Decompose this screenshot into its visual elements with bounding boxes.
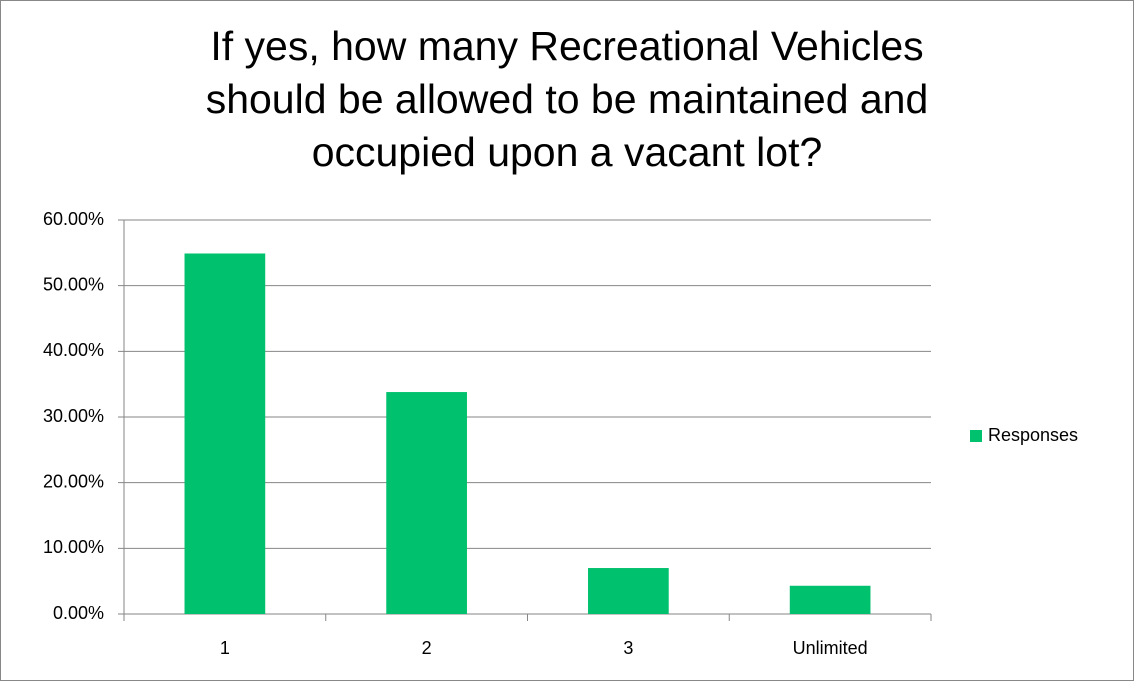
- bar: [789, 585, 871, 614]
- y-tick-label: 30.00%: [43, 406, 104, 426]
- legend-swatch: [970, 430, 982, 442]
- y-tick-label: 20.00%: [43, 471, 104, 491]
- chart-title: If yes, how many Recreational Vehicles s…: [205, 23, 929, 175]
- bar: [184, 253, 266, 615]
- bar: [386, 392, 467, 614]
- x-tick-label: 2: [422, 638, 432, 658]
- x-tick-label: Unlimited: [793, 638, 868, 658]
- bar: [588, 568, 669, 614]
- y-tick-label: 0.00%: [53, 603, 104, 623]
- y-tick-label: 10.00%: [43, 537, 104, 557]
- x-tick-label: 1: [220, 638, 230, 658]
- y-tick-label: 50.00%: [43, 274, 104, 294]
- y-tick-label: 60.00%: [43, 209, 104, 229]
- y-tick-label: 40.00%: [43, 340, 104, 360]
- legend-label: Responses: [988, 425, 1078, 445]
- x-tick-label: 3: [623, 638, 633, 658]
